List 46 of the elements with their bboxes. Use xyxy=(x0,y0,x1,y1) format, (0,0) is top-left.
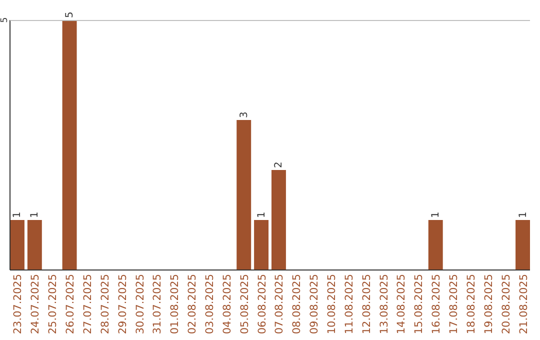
x-tick-label: 03.08.2025 xyxy=(204,274,216,334)
x-tick-label: 14.08.2025 xyxy=(396,274,408,334)
bar xyxy=(428,220,443,270)
x-tick-label: 27.07.2025 xyxy=(82,274,94,334)
bar xyxy=(10,220,24,270)
x-tick-label: 24.07.2025 xyxy=(30,274,42,334)
x-tick-label: 26.07.2025 xyxy=(64,274,77,334)
x-tick-label: 31.07.2025 xyxy=(152,274,164,334)
x-tick-label: 15.08.2025 xyxy=(413,274,426,334)
x-tick-label: 17.08.2025 xyxy=(448,274,460,334)
x-tick-label: 05.08.2025 xyxy=(238,274,251,334)
x-tick-label: 29.07.2025 xyxy=(116,274,129,334)
data-label: 1 xyxy=(256,212,268,218)
bar xyxy=(27,220,42,270)
x-tick-label: 09.08.2025 xyxy=(308,274,321,334)
x-tick-label: 25.07.2025 xyxy=(47,274,60,334)
bar xyxy=(254,220,269,270)
x-tick-label: 06.08.2025 xyxy=(256,274,268,334)
x-tick-label: 21.08.2025 xyxy=(518,274,530,334)
x-tick-label: 11.08.2025 xyxy=(343,274,356,334)
x-tick-label: 01.08.2025 xyxy=(169,274,182,334)
x-tick-label: 28.07.2025 xyxy=(99,274,112,334)
x-tick-label: 16.08.2025 xyxy=(430,274,443,334)
x-tick-label: 18.08.2025 xyxy=(465,274,478,334)
x-tick-label: 23.07.2025 xyxy=(12,274,24,334)
data-label: 5 xyxy=(64,12,76,18)
x-tick-label: 19.08.2025 xyxy=(482,274,495,334)
x-tick-label: 20.08.2025 xyxy=(500,274,512,334)
x-tick-label: 08.08.2025 xyxy=(291,274,304,334)
data-label: 1 xyxy=(518,212,529,218)
x-tick-label: 12.08.2025 xyxy=(360,274,373,334)
x-tick-label: 30.07.2025 xyxy=(134,274,146,334)
bar xyxy=(516,220,530,270)
data-label: 1 xyxy=(30,212,41,218)
x-tick-label: 10.08.2025 xyxy=(326,274,338,334)
data-label: 1 xyxy=(12,212,24,218)
x-tick-label: 07.08.2025 xyxy=(274,274,286,334)
x-tick-label: 02.08.2025 xyxy=(186,274,199,334)
data-label: 3 xyxy=(238,112,250,118)
bar xyxy=(236,120,252,270)
x-tick-label: 04.08.2025 xyxy=(221,274,234,334)
bar xyxy=(62,20,77,270)
bar xyxy=(271,170,286,270)
data-label: 1 xyxy=(430,212,442,218)
data-label: 2 xyxy=(274,162,285,168)
x-tick-label: 13.08.2025 xyxy=(378,274,390,334)
